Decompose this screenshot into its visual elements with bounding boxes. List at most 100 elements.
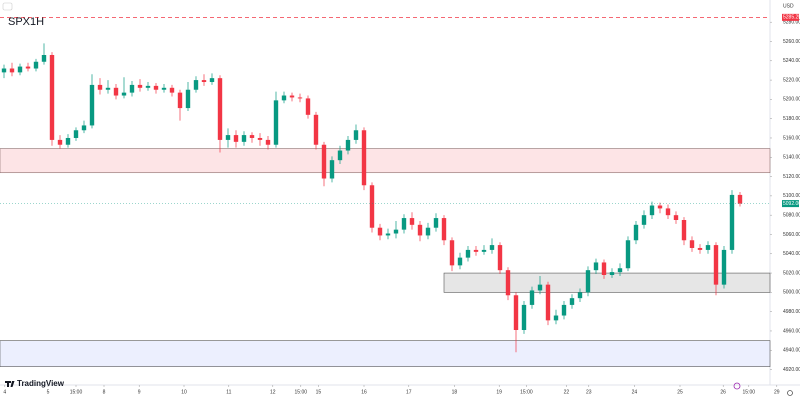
zone (443, 272, 771, 293)
candle-body (593, 262, 599, 271)
collapse-button[interactable] (2, 2, 13, 11)
candle-body (169, 87, 175, 93)
alert-label: 5285.25 (783, 15, 800, 21)
plot (0, 16, 771, 367)
y-tick-label: 5020.00 (783, 270, 800, 276)
candle-body (393, 229, 399, 234)
x-tick-label: 26 (720, 389, 726, 395)
x-tick-label: 15:00 (295, 389, 308, 395)
candle-body (73, 130, 79, 138)
brand-logo: TradingView (5, 379, 65, 388)
candle-body (697, 247, 703, 250)
candle-body (369, 185, 375, 228)
x-tick-label: 15 (316, 389, 322, 395)
candle-body (489, 245, 495, 250)
candle-body (473, 249, 479, 252)
candle-body (537, 284, 543, 291)
candle-body (273, 100, 279, 145)
y-tick-label: 5280.00 (783, 20, 800, 26)
candle-body (185, 89, 191, 109)
last-price-label: 5092.00 (783, 201, 800, 207)
currency-label: USD (783, 3, 794, 9)
event-icon[interactable] (733, 382, 741, 390)
settings-button[interactable] (787, 390, 793, 396)
candle-body (225, 135, 231, 140)
candle-body (673, 215, 679, 220)
y-tick-label: 4920.00 (783, 367, 800, 373)
x-tick-label: 12 (270, 389, 276, 395)
candle-body (721, 249, 727, 285)
y-tick-label: 5220.00 (783, 77, 800, 83)
candle-body (201, 80, 207, 83)
candle-body (585, 270, 591, 293)
candle-body (577, 292, 583, 299)
chart-title: SPX1H (8, 16, 44, 28)
candle-body (569, 298, 575, 305)
candle-body (441, 218, 447, 241)
x-tick-label: 15:00 (520, 389, 533, 395)
candle-body (361, 130, 367, 186)
x-tick-label: 19 (496, 389, 502, 395)
y-tick-label: 4960.00 (783, 328, 800, 334)
x-tick-label: 24 (632, 389, 638, 395)
candle-body (713, 245, 719, 285)
candle-body (425, 227, 431, 236)
y-tick-label: 5060.00 (783, 232, 800, 238)
candle-body (1, 68, 7, 73)
y-tick-label: 5000.00 (783, 290, 800, 296)
candle-body (129, 84, 135, 93)
candle-body (57, 139, 63, 145)
candle-body (89, 84, 95, 126)
x-tick-label: 5 (47, 389, 50, 395)
brand-name: TradingView (17, 379, 65, 388)
y-tick-label: 5140.00 (783, 155, 800, 161)
candle-body (137, 84, 143, 88)
y-tick-label: 5260.00 (783, 39, 800, 45)
candle-body (337, 150, 343, 161)
x-tick-label: 22 (564, 389, 570, 395)
x-tick-label: 23 (586, 389, 592, 395)
x-tick-label: 9 (138, 389, 141, 395)
candle-body (705, 245, 711, 250)
y-tick-label: 5100.00 (783, 193, 800, 199)
x-tick-label: 10 (181, 389, 187, 395)
candle-body (345, 139, 351, 151)
candle-body (217, 78, 223, 140)
candle-body (377, 227, 383, 236)
candle-body (177, 92, 183, 109)
candle-body (385, 233, 391, 236)
y-tick-label: 4940.00 (783, 348, 800, 354)
candle-body (625, 240, 631, 269)
y-tick-label: 4980.00 (783, 309, 800, 315)
candle-body (657, 205, 663, 209)
candle-body (529, 290, 535, 305)
candle-body (81, 125, 87, 131)
zone (0, 148, 771, 174)
y-tick-label: 5080.00 (783, 213, 800, 219)
candle-body (17, 66, 23, 73)
candle-body (113, 87, 119, 96)
candle-body (689, 240, 695, 248)
candle-body (737, 194, 743, 204)
candle-body (329, 160, 335, 179)
candle-body (641, 215, 647, 225)
y-tick-label: 5200.00 (783, 97, 800, 103)
candle-body (145, 85, 151, 88)
candle-body (729, 194, 735, 250)
x-tick-label: 29 (774, 389, 780, 395)
x-tick-label: 8 (103, 389, 106, 395)
candle-body (209, 78, 215, 83)
candle-body (449, 240, 455, 266)
candle-body (505, 270, 511, 296)
candle-body (681, 220, 687, 241)
candle-body (9, 68, 15, 73)
last-price-tag (782, 200, 799, 208)
x-tick-label: 16 (361, 389, 367, 395)
candle-body (105, 87, 111, 90)
candle-body (49, 55, 55, 140)
candle-body (457, 257, 463, 266)
candle-body (161, 87, 167, 90)
candle-body (193, 80, 199, 90)
candle-body (545, 284, 551, 321)
